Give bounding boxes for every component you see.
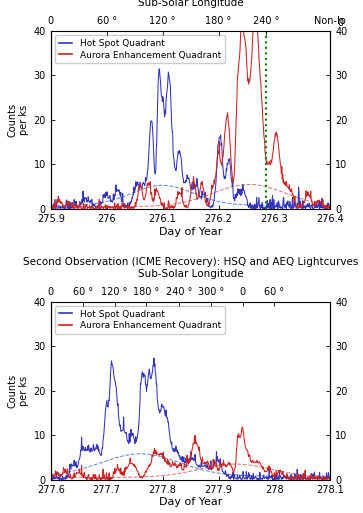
Legend: Hot Spot Quadrant, Aurora Enhancement Quadrant: Hot Spot Quadrant, Aurora Enhancement Qu… xyxy=(55,35,225,63)
X-axis label: Day of Year: Day of Year xyxy=(159,497,222,507)
Title: First Observation (ICME Arrival): HSQ and AEQ Lightcurves
Sub-Solar Longitude: First Observation (ICME Arrival): HSQ an… xyxy=(38,0,343,8)
Title: Second Observation (ICME Recovery): HSQ and AEQ Lightcurves
Sub-Solar Longitude: Second Observation (ICME Recovery): HSQ … xyxy=(23,257,358,279)
X-axis label: Day of Year: Day of Year xyxy=(159,227,222,236)
Legend: Hot Spot Quadrant, Aurora Enhancement Quadrant: Hot Spot Quadrant, Aurora Enhancement Qu… xyxy=(55,306,225,334)
Text: 0: 0 xyxy=(337,18,343,28)
Y-axis label: Counts
per ks: Counts per ks xyxy=(8,103,29,137)
Y-axis label: Counts
per ks: Counts per ks xyxy=(8,373,29,408)
